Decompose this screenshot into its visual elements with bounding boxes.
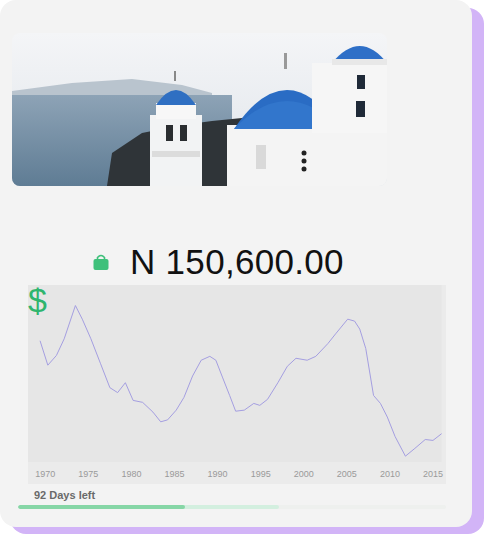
svg-text:1995: 1995 — [251, 469, 271, 479]
html-text:92 Days left: 92 Days left — [34, 489, 96, 501]
svg-text:1985: 1985 — [164, 469, 184, 479]
svg-text:1990: 1990 — [208, 469, 228, 479]
svg-text:2000: 2000 — [294, 469, 314, 479]
svg-text:2010: 2010 — [380, 469, 400, 479]
html-text:N 150,600.00: N 150,600.00 — [130, 242, 344, 281]
svg-text:2005: 2005 — [337, 469, 357, 479]
svg-text:1970: 1970 — [35, 469, 55, 479]
svg-text:2015: 2015 — [423, 469, 443, 479]
svg-text:1975: 1975 — [78, 469, 98, 479]
svg-text:1980: 1980 — [121, 469, 141, 479]
